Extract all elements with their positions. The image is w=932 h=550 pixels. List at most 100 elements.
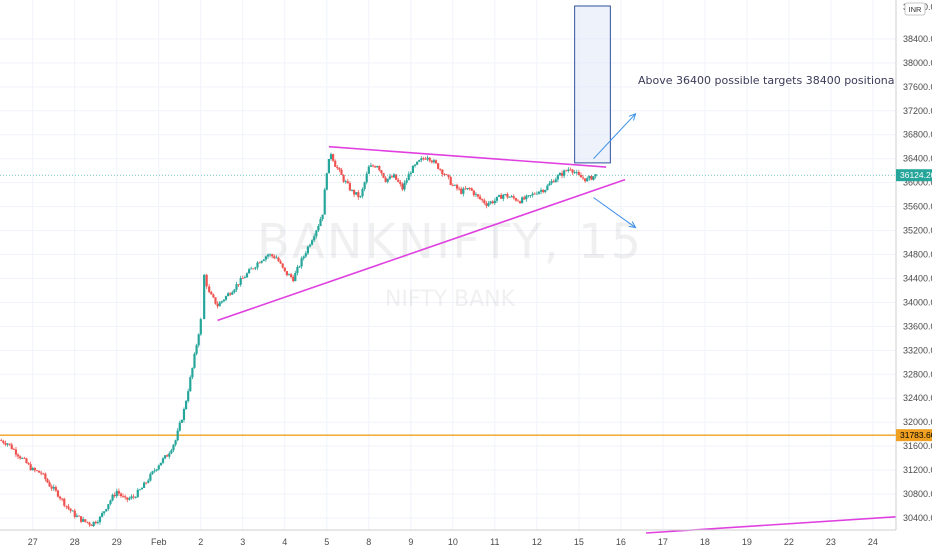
annotation-text[interactable]: Above 36400 possible targets 38400 posit… [638,74,898,87]
candle-body [128,498,131,500]
time-axis-ticks: 27 28 29 Feb 2 3 4 5 8 9 10 11 12 15 16 17 18 19 22 23 24 [28,537,878,547]
candle-body [411,165,415,173]
candle-body [40,472,43,474]
candle-body [294,272,297,282]
watermark-name: NIFTY BANK [385,287,516,312]
candle-body [346,181,349,184]
target-box[interactable] [574,5,611,164]
candle-body [462,188,465,194]
candle-body [422,158,425,160]
candle-body [229,293,232,295]
candle-body [124,496,127,498]
currency-label: INR [909,5,923,14]
candle-body [594,174,597,177]
candle-body [334,160,337,167]
candle-body [107,504,110,510]
candle-body [172,444,175,451]
price-tick-label: 37200.00 [903,106,932,116]
arrow-up-line[interactable] [593,113,636,160]
candle-body [256,262,259,268]
candle-body [451,184,454,186]
candle-body [367,166,370,174]
time-tick-label: 22 [784,537,794,547]
candle-body [308,244,312,247]
candle-body [546,185,549,190]
time-tick-label: 23 [826,537,836,547]
candle-body [283,267,286,272]
candle-body [371,165,375,167]
candle-body [306,246,310,254]
candle-body [31,468,34,471]
candle-body [77,515,81,517]
candle-body [483,200,486,204]
candle-body [126,497,129,500]
candle-body [220,301,223,303]
time-tick-label: Feb [151,537,167,547]
price-tick-label: 32000.00 [903,417,932,427]
candle-body [168,453,171,457]
candle-body [340,169,343,176]
candle-body [27,463,30,465]
candle-body [266,254,270,257]
arrow-down-line[interactable] [593,197,636,228]
candle-body [170,450,173,454]
candle-body [109,500,112,505]
candle-body [48,482,51,487]
candle-body [363,182,366,190]
candle-body [430,160,433,163]
candle-body [19,456,22,459]
candle-body [476,194,480,197]
candle-body [521,197,524,204]
candle-body [437,163,440,169]
candle-body [33,468,36,471]
candle-body [531,193,534,196]
price-tick-label: 35600.00 [903,202,932,212]
candle-body [420,158,423,161]
candle-body [10,444,13,450]
candle-body [571,169,574,173]
candle-body [121,496,125,497]
candle-body [35,470,39,472]
candle-body [491,201,494,204]
candle-body [203,274,206,320]
candle-body [75,515,78,517]
candle-body [405,180,408,183]
candle-body [239,278,242,285]
price-tick-label: 36400.00 [903,154,932,164]
price-axis[interactable] [896,0,932,550]
price-axis-ticks: 30400.00 30800.00 31200.00 31600.00 32000.00… [903,34,932,523]
candle-body [21,457,24,459]
candle-body [518,201,522,204]
candle-body [61,498,64,500]
candle-body [542,190,545,193]
time-tick-label: 3 [240,537,245,547]
candle-body [424,158,427,160]
price-tick-label: 34800.00 [903,250,932,260]
candle-body [153,470,156,472]
candle-body [434,160,438,164]
price-tick-label: 30800.00 [903,489,932,499]
time-tick-label: 10 [448,537,458,547]
currency-badge[interactable] [904,2,926,16]
candle-body [235,284,238,290]
candle-body [54,487,57,491]
candle-body [157,465,160,470]
candle-body [317,225,320,231]
candle-body [264,256,268,260]
candle-body [344,181,347,183]
price-tick-label: 33200.00 [903,345,932,355]
lower-trendline[interactable] [217,178,626,322]
candle-body [550,181,553,184]
candle-body [287,274,291,276]
candle-body [338,168,341,170]
time-tick-label: 27 [28,537,38,547]
candle-body [56,490,60,497]
candle-body [342,175,345,182]
candle-body [281,263,284,268]
time-tick-label: 15 [574,537,584,547]
candle-body [460,188,463,194]
candle-body [588,176,591,179]
upper-trendline[interactable] [328,145,607,168]
candle-body [556,175,559,180]
candle-body [535,193,538,195]
